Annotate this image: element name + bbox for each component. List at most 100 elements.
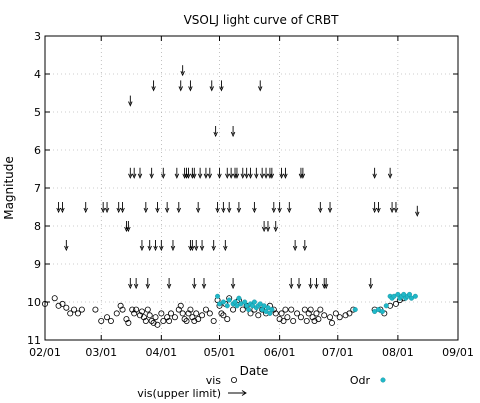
vis-point [171,314,178,321]
upper-limit-arrow [155,202,160,214]
arrow-head [265,226,271,233]
vis-point [158,310,165,317]
arrow-head [128,101,133,107]
vis-point [168,310,175,317]
upper-limit-arrow [159,240,164,252]
odr-point [251,299,257,305]
vis-point [206,310,213,317]
vis-point [164,314,171,321]
upper-limit-arrow [393,202,399,214]
upper-limit-arrow [56,202,61,214]
vis-point [280,317,287,324]
vis-point [220,312,227,319]
y-tick-label: 8 [34,220,41,233]
upper-limit-arrow [190,240,195,252]
y-axis-ticks: 3 4 5 6 7 8 9 10 11 [27,30,458,347]
vis-point [144,306,151,313]
upper-limit-arrow [415,205,420,217]
vis-point [297,314,304,321]
vis-point [272,310,279,317]
arrow-head [186,173,191,179]
upper-limit-arrow [372,202,377,214]
vis-point [303,317,310,324]
vis-point [152,314,159,321]
vis-point [181,316,188,323]
vis-point [276,316,283,323]
upper-limit-arrow [178,80,183,92]
vis-point [189,314,196,321]
arrow-head [120,207,125,214]
vis-point [278,310,285,317]
arrow-head [269,173,275,179]
upper-limit-arrow [128,167,133,179]
odr-point [224,303,230,309]
vis-point [193,310,200,317]
vis-point [294,310,301,317]
vis-upper-limit-series [56,65,420,290]
upper-limit-arrow [180,65,185,77]
vis-point [133,306,140,313]
arrow-head [252,207,257,214]
vis-point [183,317,190,324]
upper-limit-arrow [195,202,201,214]
odr-point [246,307,252,313]
arrow-head [159,245,164,252]
arrow-head [323,283,329,290]
upper-limit-arrow [254,167,259,179]
vis-point [321,312,328,319]
arrow-head [192,173,197,179]
arrow-head [217,173,222,179]
vis-point [342,312,349,319]
vis-point [92,306,99,313]
upper-limit-arrow [128,95,133,107]
vis-point [175,306,182,313]
arrow-head [180,71,185,77]
arrow-head [376,207,381,214]
vis-point [210,317,217,324]
upper-limit-arrow [176,202,181,214]
vis-point [191,317,198,324]
upper-limit-arrow [219,80,224,92]
upper-limit-arrow [230,126,236,138]
arrow-head [296,283,302,290]
odr-point [352,307,358,313]
vis-point [230,306,237,313]
vis-point [195,316,202,323]
arrow-head [213,131,218,138]
arrow-head [149,173,154,179]
upper-limit-arrow [283,167,288,179]
arrow-head [259,173,265,179]
grid [45,36,458,340]
legend-label-upper-limit: vis(upper limit) [137,387,221,400]
arrow-head [279,173,284,179]
vis-point [140,314,147,321]
vis-point [177,302,184,309]
upper-limit-arrow [263,167,269,179]
y-tick-label: 6 [34,144,41,157]
vis-point [113,310,120,317]
upper-limit-arrow [323,278,329,290]
vis-point [317,306,324,313]
odr-point [226,297,232,303]
odr-point [383,303,389,309]
vis-point [123,316,130,323]
vis-point [166,317,173,324]
y-tick-label: 5 [34,106,41,119]
vis-point [255,312,262,319]
vis-point [129,306,136,313]
arrow-head [225,173,230,179]
chart-title: VSOLJ light curve of CRBT [184,13,339,27]
odr-series [215,291,418,316]
vis-point [148,317,155,324]
vis-point [119,306,126,313]
arrow-head [147,245,152,252]
upper-limit-arrow [139,240,145,252]
upper-limit-arrow [197,167,203,179]
arrow-head [219,86,224,92]
upper-limit-arrow [221,202,226,214]
x-tick-label: 04/01 [145,346,177,359]
vis-point [107,317,114,324]
upper-limit-arrow [258,80,263,92]
arrow-head [174,173,180,179]
arrow-head [188,86,193,92]
